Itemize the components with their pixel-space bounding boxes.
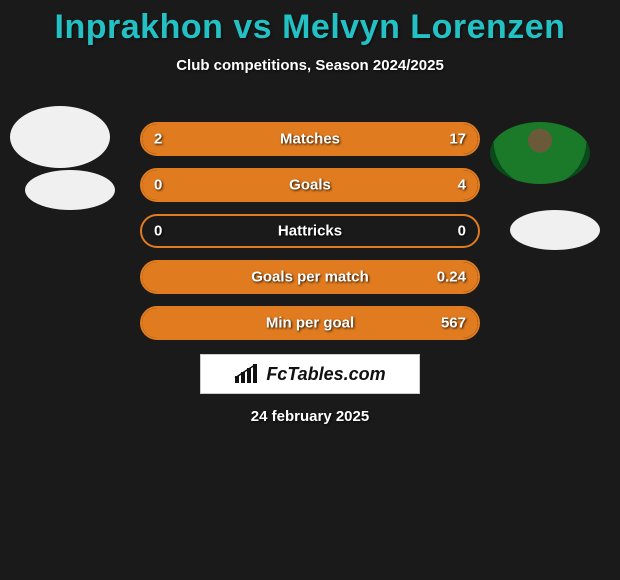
stat-label: Hattricks	[278, 223, 342, 240]
stat-row-goals: 0 Goals 4	[140, 168, 480, 202]
date-text: 24 february 2025	[0, 408, 620, 425]
stat-value-right: 17	[449, 131, 466, 148]
stat-label: Matches	[280, 131, 340, 148]
club-left-badge	[25, 170, 115, 210]
stat-label: Goals	[289, 177, 331, 194]
stat-value-left: 0	[154, 223, 162, 240]
stat-row-hattricks: 0 Hattricks 0	[140, 214, 480, 248]
page-title: Inprakhon vs Melvyn Lorenzen	[0, 0, 620, 47]
stat-value-right: 567	[441, 315, 466, 332]
brand-chart-icon	[234, 364, 260, 384]
stat-row-mpg: Min per goal 567	[140, 306, 480, 340]
brand-text: FcTables.com	[266, 364, 385, 385]
stat-row-matches: 2 Matches 17	[140, 122, 480, 156]
brand-link[interactable]: FcTables.com	[200, 354, 420, 394]
player-right-avatar	[490, 122, 590, 184]
stat-value-right: 0	[458, 223, 466, 240]
stat-label: Goals per match	[251, 269, 369, 286]
stat-value-right: 4	[458, 177, 466, 194]
stat-value-left: 0	[154, 177, 162, 194]
club-right-badge	[510, 210, 600, 250]
player-left-avatar	[10, 106, 110, 168]
stat-value-right: 0.24	[437, 269, 466, 286]
stat-label: Min per goal	[266, 315, 354, 332]
subtitle: Club competitions, Season 2024/2025	[0, 57, 620, 74]
stats-bars: 2 Matches 17 0 Goals 4 0 Hattricks 0 Goa…	[140, 122, 480, 352]
stat-value-left: 2	[154, 131, 162, 148]
stat-row-gpm: Goals per match 0.24	[140, 260, 480, 294]
